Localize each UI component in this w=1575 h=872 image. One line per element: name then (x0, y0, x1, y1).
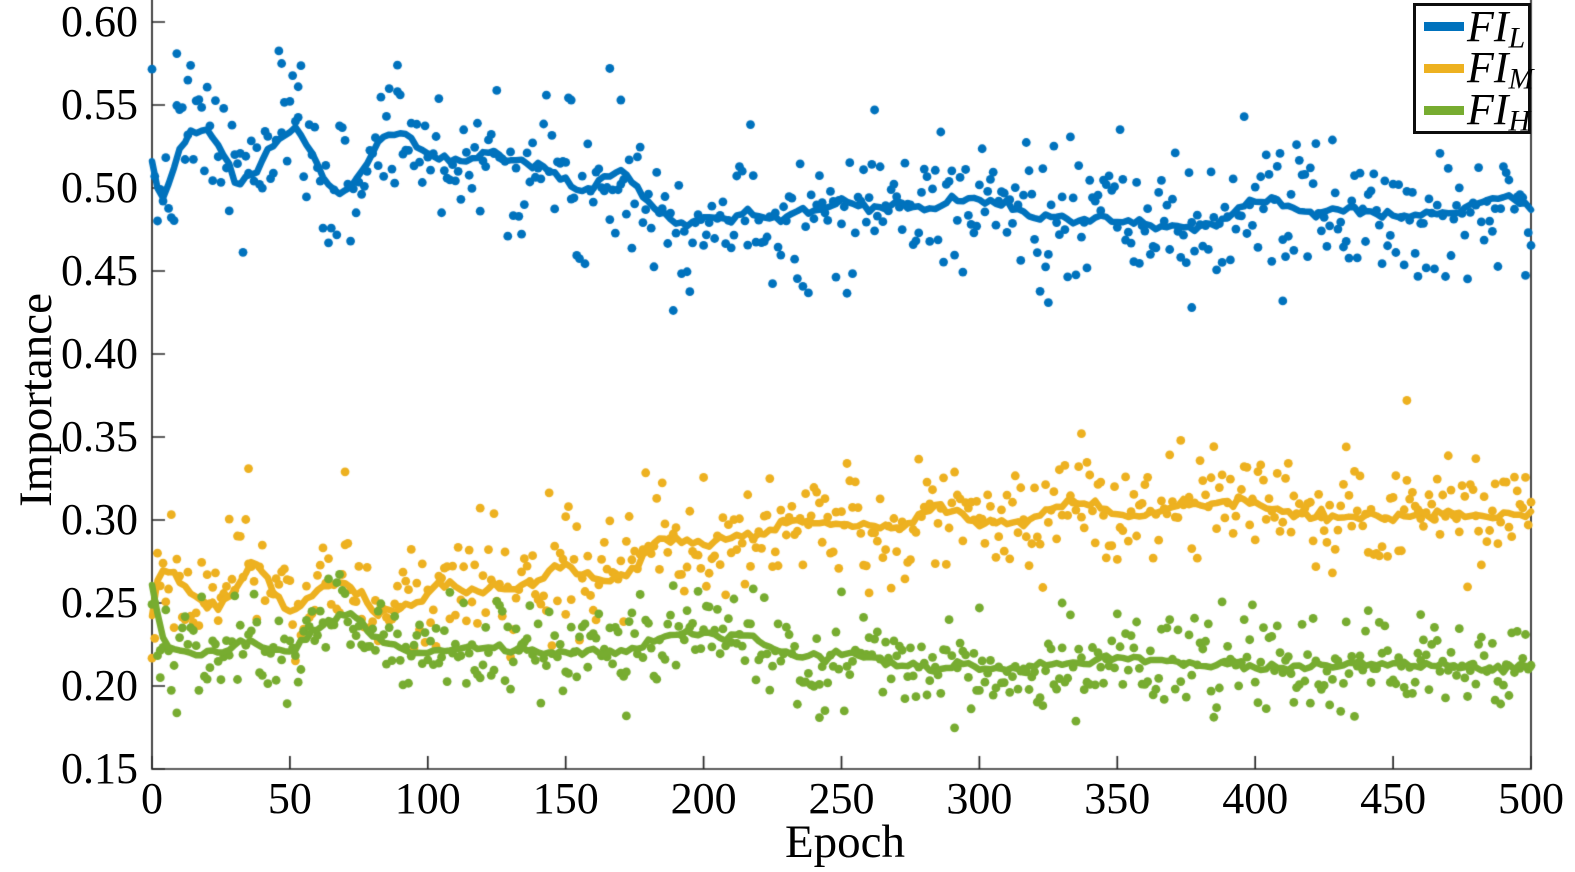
legend-item-fi-h: FIH (1416, 85, 1531, 138)
y-axis-title: Importance (10, 293, 62, 508)
x-tick-label: 350 (1084, 774, 1151, 823)
x-tick-label: 300 (946, 774, 1013, 823)
legend-label-fi-m: FIM (1467, 43, 1534, 97)
x-tick-label: 50 (267, 774, 312, 823)
y-tick-label: 0.35 (61, 412, 138, 461)
x-tick-label: 250 (808, 774, 875, 823)
legend-item-fi-l: FIL (1416, 1, 1528, 55)
x-tick-label: 400 (1222, 774, 1289, 823)
y-tick-label: 0.20 (61, 661, 138, 710)
y-tick-label: 0.15 (61, 744, 138, 793)
y-tick-label: 0.40 (61, 329, 138, 378)
y-tick-label: 0.60 (61, 0, 138, 46)
legend-swatch-fi-h-icon (1424, 105, 1464, 115)
y-tick-label: 0.45 (61, 246, 138, 295)
legend-swatch-fi-l-icon (1424, 22, 1464, 32)
legend-item-fi-m: FIM (1416, 46, 1534, 95)
y-tick-label: 0.30 (61, 495, 138, 544)
x-tick-label: 500 (1498, 774, 1564, 823)
x-tick-label: 100 (394, 774, 461, 823)
legend-swatch-fi-m-icon (1424, 63, 1464, 73)
x-tick-label: 200 (670, 774, 737, 823)
x-tick-label: 0 (141, 774, 163, 823)
x-tick-label: 150 (532, 774, 599, 823)
legend-label-fi-l: FIL (1467, 1, 1526, 55)
legend: FIL FIM FIH (1413, 1, 1534, 138)
y-tick-label: 0.25 (61, 578, 138, 627)
x-axis-title: Epoch (784, 816, 906, 868)
y-tick-label: 0.50 (61, 163, 138, 212)
y-tick-label: 0.55 (61, 80, 138, 129)
legend-label-fi-h: FIH (1467, 85, 1531, 138)
x-tick-label: 450 (1360, 774, 1427, 823)
